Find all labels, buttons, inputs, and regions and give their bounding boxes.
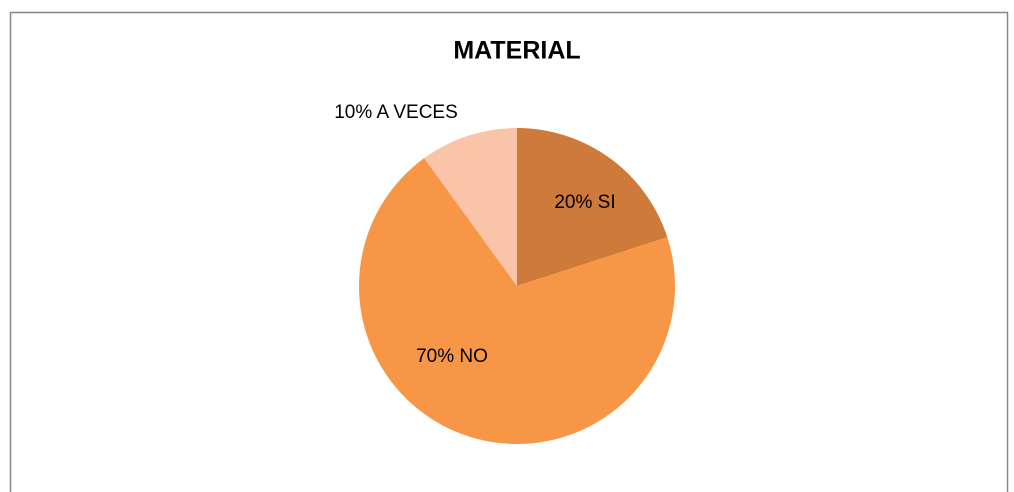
data-label: 20% SI bbox=[554, 192, 615, 213]
chart-title: MATERIAL bbox=[453, 37, 580, 65]
data-label: 10% A VECES bbox=[334, 102, 458, 123]
pie-slice bbox=[424, 128, 517, 286]
pie-slice bbox=[517, 128, 668, 286]
pie-slice bbox=[359, 158, 675, 445]
data-label: 70% NO bbox=[416, 346, 488, 367]
